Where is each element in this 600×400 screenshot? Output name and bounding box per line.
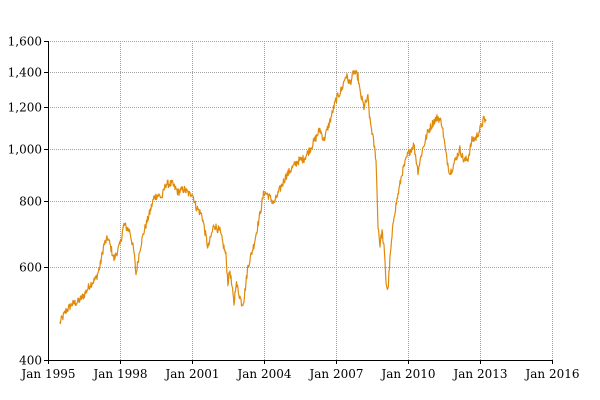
y-tick-label: 800 (19, 195, 42, 209)
x-tick-label: Jan 2007 (307, 367, 363, 381)
y-tick-label: 400 (19, 354, 42, 368)
x-tick-label: Jan 1998 (91, 367, 147, 381)
chart-axes (44, 41, 553, 364)
chart-tick-labels: 400 600 800 1,000 1,200 1,400 1,600 Jan 1995 Jan… (8, 35, 580, 382)
x-tick-label: Jan 2016 (523, 367, 579, 381)
x-tick-label: Jan 2010 (379, 367, 435, 381)
series-line (59, 69, 487, 325)
x-tick-label: Jan 1995 (19, 367, 75, 381)
y-tick-label: 1,000 (8, 143, 42, 157)
x-tick-label: Jan 2013 (451, 367, 507, 381)
x-tick-label: Jan 2004 (235, 367, 291, 381)
y-tick-label: 1,200 (8, 101, 42, 115)
chart-grid (48, 41, 553, 361)
y-tick-label: 600 (19, 261, 42, 275)
chart-series (59, 69, 487, 325)
y-tick-label: 1,600 (8, 35, 42, 49)
y-tick-label: 1,400 (8, 66, 42, 80)
x-tick-label: Jan 2001 (163, 367, 219, 381)
